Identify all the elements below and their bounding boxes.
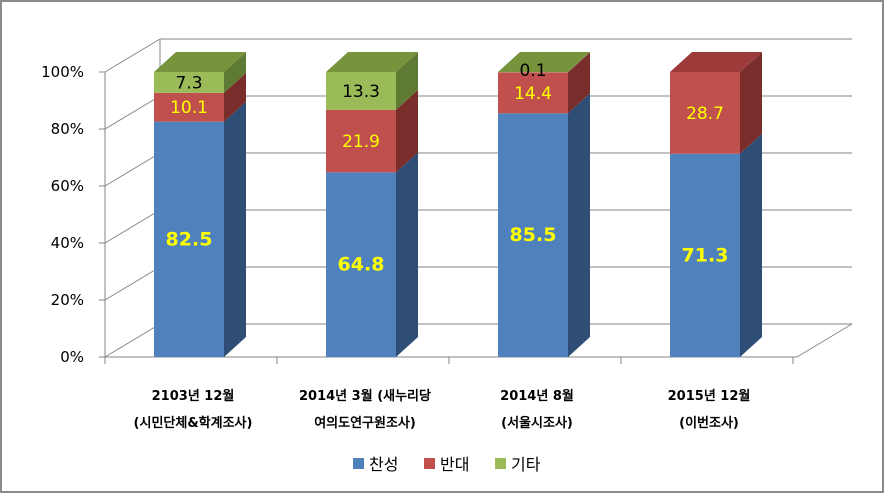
bar-segment-반대: [326, 109, 396, 173]
gridline-depth: [104, 95, 161, 130]
bars: [154, 52, 762, 357]
bar-top-face: [154, 52, 246, 72]
x-category-label: 2015년 12월: [668, 388, 751, 404]
legend-label: 반대: [440, 455, 469, 474]
legend: 찬성 반대 기타: [353, 455, 541, 474]
data-label: 71.3: [682, 244, 729, 266]
bar-top-face: [326, 52, 418, 72]
bar-segment-기타: [154, 72, 224, 93]
x-category-label: 2014년 8월: [500, 388, 574, 404]
bar-segment-반대: [498, 72, 568, 114]
data-label: 64.8: [338, 254, 385, 276]
bar-segment-반대: [670, 72, 740, 154]
y-tick-label: 40%: [51, 234, 84, 252]
floor-right-edge: [796, 323, 853, 358]
bar-segment-찬성: [326, 172, 396, 357]
x-category-label: 여의도연구원조사): [314, 415, 416, 431]
x-category-label: (서울시조사): [501, 415, 573, 431]
bar-side-반대: [568, 52, 590, 114]
x-category-label: 2014년 3월 (새누리당: [299, 388, 431, 404]
legend-label: 찬성: [369, 455, 398, 474]
bar-segment-기타: [326, 72, 396, 110]
data-label: 0.1: [519, 61, 546, 81]
bar-segment-찬성: [670, 153, 740, 357]
x-category-label: (이번조사): [679, 415, 739, 431]
y-tick-label: 100%: [41, 63, 84, 81]
data-labels: 82.5 10.1 7.3 64.8 21.9 13.3 85.5 14.4 0.1 71.3 28…: [166, 61, 729, 276]
y-tick-label: 20%: [51, 291, 84, 309]
bar-segment-반대: [154, 92, 224, 122]
legend-swatch: [353, 458, 364, 469]
data-label: 28.7: [686, 104, 724, 124]
bar-side-반대: [740, 52, 762, 154]
legend-swatch: [495, 458, 506, 469]
legend-swatch: [424, 458, 435, 469]
data-label: 21.9: [342, 132, 380, 152]
bar-side-찬성: [740, 133, 762, 357]
bar-side-반대: [396, 89, 418, 173]
y-tick-label: 60%: [51, 177, 84, 195]
bar-top-face: [498, 52, 590, 72]
x-category-label: (시민단체&학계조사): [134, 415, 253, 431]
y-tick-label: 0%: [60, 348, 84, 366]
data-label: 7.3: [175, 73, 202, 93]
data-label: 82.5: [166, 228, 213, 250]
gridline-depth: [104, 266, 161, 301]
bar-side-찬성: [396, 152, 418, 357]
bar-segment-찬성: [154, 121, 224, 357]
data-label: 10.1: [170, 98, 208, 118]
bar-side-기타: [568, 52, 590, 73]
y-tick-label: 80%: [51, 120, 84, 138]
bar-side-찬성: [224, 101, 246, 357]
bar-segment-찬성: [498, 113, 568, 357]
axes: 0% 20% 40% 60% 80% 100% 2103년 12월 (시민단체&학계조사) 20…: [41, 63, 794, 431]
bar-top-face: [670, 52, 762, 72]
x-category-label: 2103년 12월: [152, 388, 235, 404]
gridline-depth: [104, 323, 161, 358]
data-label: 14.4: [514, 84, 552, 104]
gridline-depth: [104, 209, 161, 244]
bar-side-기타: [396, 52, 418, 110]
bar-side-반대: [224, 72, 246, 122]
bar-side-찬성: [568, 93, 590, 357]
bar-side-기타: [224, 52, 246, 93]
data-label: 13.3: [342, 82, 380, 102]
gridline-depth: [104, 152, 161, 187]
gridline-depth: [104, 38, 161, 73]
legend-label: 기타: [511, 455, 541, 474]
data-label: 85.5: [510, 224, 557, 246]
